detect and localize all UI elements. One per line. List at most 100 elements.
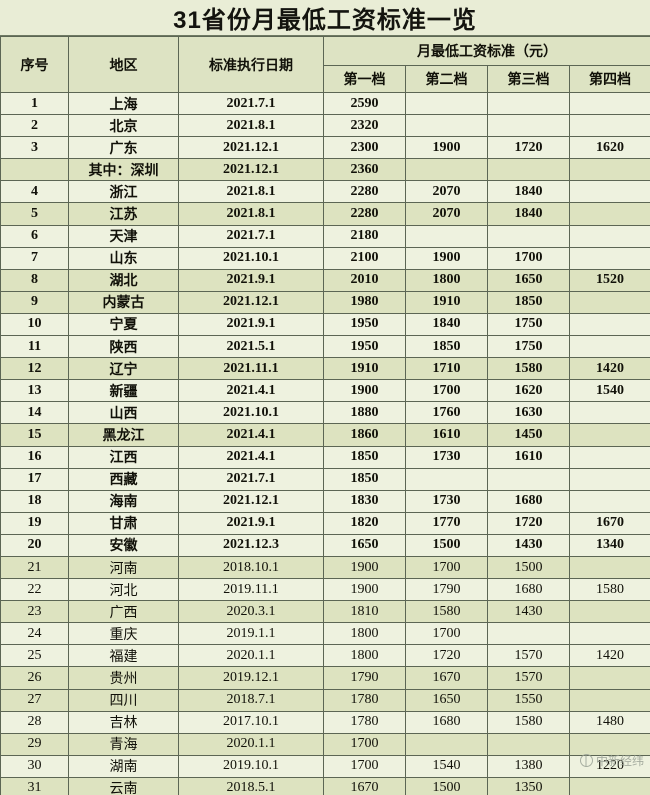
- cell-tier4: [569, 555, 650, 580]
- cell-tier3: 1680: [487, 578, 570, 602]
- cell-tier2: 1730: [405, 489, 488, 513]
- table-row: 7 山东 2021.10.1 2100 1900 1700: [0, 246, 650, 270]
- cell-date: 2020.3.1: [178, 600, 324, 624]
- cell-tier3: 1350: [487, 776, 570, 795]
- cell-tier4: [569, 158, 650, 182]
- column-header-tier3: 第三档: [487, 65, 570, 93]
- cell-tier2: [405, 114, 488, 138]
- cell-tier1: 1650: [323, 533, 406, 557]
- cell-area: 新疆: [68, 379, 179, 403]
- table-row: 25 福建 2020.1.1 1800 1720 1570 1420: [0, 644, 650, 668]
- cell-tier2: 1500: [405, 776, 488, 795]
- cell-tier4: [569, 335, 650, 359]
- cell-tier3: 1630: [487, 401, 570, 425]
- cell-date: 2020.1.1: [178, 732, 324, 756]
- cell-index: 19: [0, 511, 69, 535]
- cell-area: 上海: [68, 91, 179, 116]
- cell-date: 2019.12.1: [178, 666, 324, 690]
- cell-index: 2: [0, 114, 69, 138]
- cell-area: 贵州: [68, 666, 179, 690]
- cell-tier4: 1620: [569, 136, 650, 160]
- column-header-tier4: 第四档: [569, 65, 650, 93]
- table-row: 27 四川 2018.7.1 1780 1650 1550: [0, 688, 650, 712]
- cell-area: 其中：深圳: [68, 158, 179, 182]
- cell-tier2: 1700: [405, 555, 488, 580]
- cell-tier2: 1790: [405, 578, 488, 602]
- cell-area: 黑龙江: [68, 423, 179, 447]
- cell-tier2: 1710: [405, 357, 488, 381]
- cell-tier1: 2010: [323, 268, 406, 292]
- cell-area: 浙江: [68, 180, 179, 204]
- cell-tier2: [405, 158, 488, 182]
- cell-tier3: 1500: [487, 555, 570, 580]
- cell-index: 25: [0, 644, 69, 668]
- cell-area: 西藏: [68, 467, 179, 491]
- minimum-wage-table: 序号 地区 标准执行日期 月最低工资标准（元） 第一档 第二档 第三档 第四档 …: [0, 36, 650, 795]
- cell-tier3: 1620: [487, 379, 570, 403]
- table-row: 19 甘肃 2021.9.1 1820 1770 1720 1670: [0, 511, 650, 535]
- cell-index: 3: [0, 136, 69, 160]
- cell-tier1: 2360: [323, 158, 406, 182]
- column-header-wage-group: 月最低工资标准（元）: [323, 36, 650, 66]
- table-row: 2 北京 2021.8.1 2320: [0, 114, 650, 138]
- cell-tier2: 1700: [405, 622, 488, 646]
- cell-index: 17: [0, 467, 69, 491]
- cell-tier2: 1670: [405, 666, 488, 690]
- cell-date: 2021.4.1: [178, 423, 324, 447]
- cell-tier3: [487, 224, 570, 248]
- cell-date: 2021.8.1: [178, 202, 324, 226]
- cell-index: 20: [0, 533, 69, 557]
- cell-tier4: [569, 732, 650, 756]
- table-row: 8 湖北 2021.9.1 2010 1800 1650 1520: [0, 268, 650, 292]
- cell-tier3: 1720: [487, 136, 570, 160]
- cell-tier2: 1900: [405, 136, 488, 160]
- cell-tier1: 1860: [323, 423, 406, 447]
- cell-tier2: 1760: [405, 401, 488, 425]
- table-row: 28 吉林 2017.10.1 1780 1680 1580 1480: [0, 710, 650, 734]
- cell-area: 内蒙古: [68, 290, 179, 314]
- header-row-primary: 序号 地区 标准执行日期 月最低工资标准（元）: [0, 36, 650, 93]
- cell-tier3: 1430: [487, 533, 570, 557]
- cell-date: 2018.5.1: [178, 776, 324, 795]
- cell-tier1: 1800: [323, 622, 406, 646]
- cell-tier2: 1720: [405, 644, 488, 668]
- cell-area: 湖北: [68, 268, 179, 292]
- cell-tier2: [405, 91, 488, 116]
- cell-index: 27: [0, 688, 69, 712]
- table-row: 17 西藏 2021.7.1 1850: [0, 467, 650, 491]
- cell-tier4: [569, 600, 650, 624]
- cell-tier3: [487, 114, 570, 138]
- cell-tier4: 1480: [569, 710, 650, 734]
- cell-area: 江西: [68, 445, 179, 469]
- table-row: 20 安徽 2021.12.3 1650 1500 1430 1340: [0, 533, 650, 557]
- table-row: 5 江苏 2021.8.1 2280 2070 1840: [0, 202, 650, 226]
- table-title-bar: 31省份月最低工资标准一览: [0, 0, 650, 36]
- cell-area: 河北: [68, 578, 179, 602]
- cell-date: 2021.8.1: [178, 114, 324, 138]
- table-header: 序号 地区 标准执行日期 月最低工资标准（元） 第一档 第二档 第三档 第四档: [0, 36, 650, 93]
- cell-area: 河南: [68, 555, 179, 580]
- column-header-tier2: 第二档: [405, 65, 488, 93]
- cell-tier1: 1850: [323, 467, 406, 491]
- cell-index: 26: [0, 666, 69, 690]
- cell-area: 云南: [68, 776, 179, 795]
- cell-date: 2021.5.1: [178, 335, 324, 359]
- table-row: 13 新疆 2021.4.1 1900 1700 1620 1540: [0, 379, 650, 403]
- cell-index: 12: [0, 357, 69, 381]
- cell-tier2: 1800: [405, 268, 488, 292]
- column-header-tier1: 第一档: [323, 65, 406, 93]
- cell-tier1: 1880: [323, 401, 406, 425]
- cell-tier1: 2180: [323, 224, 406, 248]
- cell-tier4: [569, 401, 650, 425]
- cell-tier3: 1750: [487, 312, 570, 337]
- cell-index: 11: [0, 335, 69, 359]
- cell-date: 2021.7.1: [178, 91, 324, 116]
- table-row: 1 上海 2021.7.1 2590: [0, 91, 650, 116]
- cell-area: 江苏: [68, 202, 179, 226]
- cell-tier4: 1540: [569, 379, 650, 403]
- table-row: 6 天津 2021.7.1 2180: [0, 224, 650, 248]
- cell-tier3: 1570: [487, 644, 570, 668]
- cell-tier1: 2320: [323, 114, 406, 138]
- cell-index: 22: [0, 578, 69, 602]
